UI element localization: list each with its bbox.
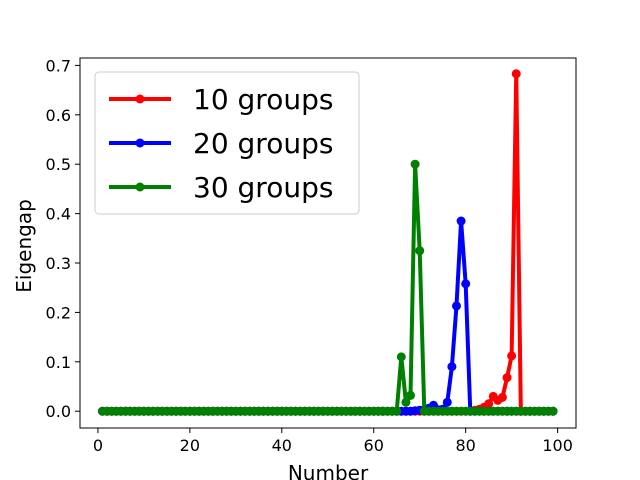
data-point-30-groups (548, 406, 558, 416)
legend-item-20-groups: 20 groups (109, 127, 333, 160)
x-axis-label: Number (288, 461, 369, 480)
y-tick-label: 0.3 (46, 254, 71, 273)
data-point-30-groups (396, 352, 406, 362)
data-point-20-groups (442, 397, 452, 407)
data-point-10-groups (507, 351, 517, 361)
series-layer (98, 69, 558, 416)
y-tick-label: 0.2 (46, 303, 71, 322)
series-30-groups (98, 159, 558, 416)
x-tick-label: 80 (455, 436, 475, 455)
y-tick-label: 0.7 (46, 56, 71, 75)
plot-area-frame (79, 57, 577, 429)
legend-frame (94, 71, 360, 215)
legend-label: 30 groups (193, 171, 333, 204)
data-point-30-groups (410, 159, 420, 169)
legend-swatch-marker (135, 182, 145, 192)
data-point-20-groups (447, 362, 457, 372)
legend-label: 20 groups (193, 127, 333, 160)
data-point-10-groups (484, 399, 494, 409)
data-point-20-groups (451, 301, 461, 311)
data-point-10-groups (497, 392, 507, 402)
data-point-30-groups (392, 406, 402, 416)
legend-swatch-marker (135, 138, 145, 148)
legend: 10 groups 20 groups 30 groups (94, 71, 360, 215)
y-axis-ticks: 0.0 0.1 0.2 0.3 0.4 0.5 0.6 0.7 (46, 56, 80, 421)
x-tick-label: 0 (93, 436, 103, 455)
legend-item-30-groups: 30 groups (109, 171, 333, 204)
y-tick-label: 0.1 (46, 353, 71, 372)
data-point-30-groups (401, 397, 411, 407)
x-axis-ticks: 0 20 40 60 80 100 (93, 428, 573, 455)
data-point-30-groups (415, 246, 425, 256)
legend-item-10-groups: 10 groups (109, 83, 333, 116)
data-point-20-groups (456, 216, 466, 226)
data-point-10-groups (511, 69, 521, 79)
data-point-30-groups (406, 390, 416, 400)
x-tick-label: 60 (364, 436, 384, 455)
y-tick-label: 0.6 (46, 106, 71, 125)
y-axis-label: Eigengap (12, 199, 36, 293)
y-tick-label: 0.0 (46, 402, 71, 421)
data-point-20-groups (461, 279, 471, 289)
x-tick-label: 40 (272, 436, 292, 455)
data-point-10-groups (502, 373, 512, 383)
y-tick-label: 0.5 (46, 155, 71, 174)
legend-swatch-marker (135, 94, 145, 104)
x-tick-label: 100 (542, 436, 573, 455)
y-tick-label: 0.4 (46, 205, 71, 224)
legend-label: 10 groups (193, 83, 333, 116)
x-tick-label: 20 (180, 436, 200, 455)
